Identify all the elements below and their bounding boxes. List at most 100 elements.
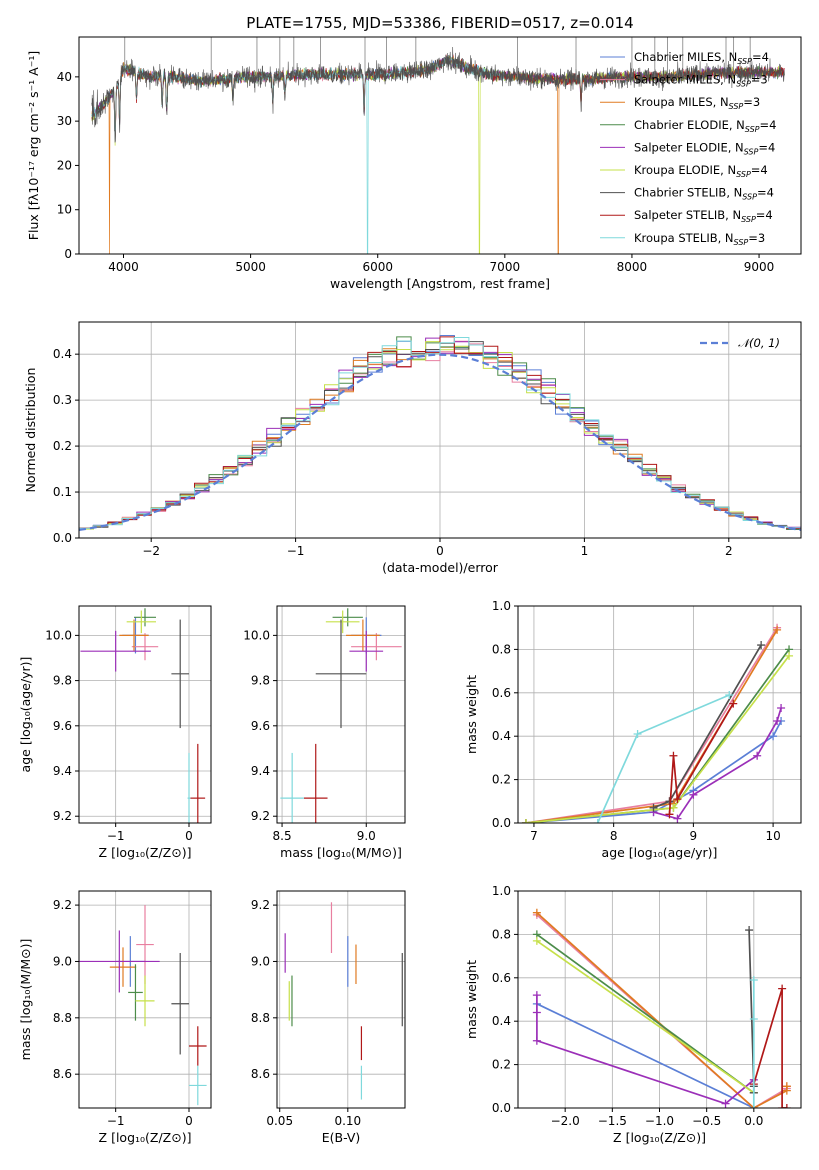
legend-label: Salpeter MILES, NSSP=3 [634, 73, 768, 89]
spectrum-data-line [91, 46, 785, 143]
y-axis-label: mass weight [464, 960, 479, 1039]
y-tick-label: 0.2 [53, 439, 72, 453]
mass-weight-marker [532, 908, 541, 917]
x-tick-label: −0.5 [692, 1114, 721, 1128]
legend-label: Chabrier ELODIE, NSSP=4 [634, 118, 776, 134]
x-tick-label: 8.5 [273, 829, 292, 843]
x-tick-label: 9000 [744, 260, 775, 274]
y-tick-label: 0.4 [492, 729, 511, 743]
y-tick-label: 9.4 [53, 764, 72, 778]
residuals-axes: −2 −1 0 1 2 0.0 0.1 0.2 0.3 0.4 (data-model)/error… [23, 321, 802, 575]
mass-weight-series [536, 933, 755, 1094]
x-tick-label: 9.0 [357, 829, 376, 843]
y-tick-label: 0.3 [53, 393, 72, 407]
legend-label: Salpeter ELODIE, NSSP=4 [634, 140, 775, 156]
errorbar-point [303, 743, 328, 823]
x-tick-label: 0 [185, 1114, 193, 1128]
y-tick-label: 20 [57, 158, 72, 172]
x-tick-label: 0.0 [744, 1114, 763, 1128]
errorbar-point [135, 975, 155, 1027]
axes-frame [78, 890, 212, 1109]
mass-weight-series [653, 644, 762, 809]
mass-weight-marker [689, 790, 698, 799]
y-axis-label: mass weight [464, 675, 479, 754]
spectrum-plot-area [91, 37, 785, 254]
y-tick-label: 0.2 [492, 773, 511, 787]
y-tick-label: 40 [57, 70, 72, 84]
weight_vs_Z-plot-area [532, 908, 791, 1108]
y-tick-label: 0.8 [492, 642, 511, 656]
y-tick-label: 8.8 [251, 1011, 270, 1025]
x-tick-label: 7 [530, 829, 538, 843]
mass-weight-series [525, 627, 778, 823]
errorbar-point [187, 752, 191, 823]
y-tick-label: 1.0 [492, 884, 511, 898]
x-tick-label: −1.5 [598, 1114, 627, 1128]
residual-histogram [79, 337, 801, 529]
mass-weight-marker [532, 1036, 541, 1045]
mass-weight-marker [753, 751, 762, 760]
x-axis-label: wavelength [Angstrom, rest frame] [330, 276, 550, 291]
mass-weight-marker [649, 803, 658, 812]
mass-weight-marker [593, 819, 602, 823]
y-tick-label: 8.6 [53, 1067, 72, 1081]
spectrum-legend: Chabrier MILES, NSSP=4 Salpeter MILES, NS… [600, 50, 776, 247]
mass-weight-marker [665, 810, 674, 819]
mass-weight-marker [532, 991, 541, 1000]
weight_vs_age-axes: 7 8 9 10 0.0 0.2 0.4 0.6 0.8 1.0 age [log₁₀(age/yr… [464, 599, 802, 860]
x-tick-label: 8 [610, 829, 618, 843]
errorbar-point [171, 619, 189, 729]
mass-weight-marker [721, 1099, 730, 1108]
y-tick-label: 9.0 [53, 954, 72, 968]
x-tick-label: 4000 [108, 260, 139, 274]
errorbar-point [79, 930, 160, 993]
age_vs_mass-plot-area [280, 608, 402, 823]
mass-weight-marker [785, 651, 794, 660]
errorbar-point [134, 608, 156, 627]
mass-weight-marker [532, 1008, 541, 1017]
y-tick-label: 0 [64, 247, 72, 261]
errorbar-point [131, 633, 159, 661]
x-axis-label: Z [log₁₀(Z/Z⊙)] [99, 1130, 192, 1145]
y-tick-label: 9.6 [251, 719, 270, 733]
x-tick-label: 9 [690, 829, 698, 843]
x-tick-label: 0.10 [334, 1114, 361, 1128]
y-tick-label: 0.2 [492, 1058, 511, 1072]
mass-weight-marker [777, 703, 786, 712]
mass-weight-marker [729, 699, 738, 708]
mass-weight-series [653, 707, 782, 820]
mass-weight-marker [633, 730, 642, 739]
normal-reference-curve [79, 353, 801, 531]
y-axis-label: Normed distribution [23, 368, 38, 493]
x-tick-label: −1 [287, 544, 305, 558]
y-tick-label: 9.6 [53, 719, 72, 733]
mass_vs_Z-plot-area [79, 905, 207, 1106]
errorbar-point [325, 610, 360, 634]
y-tick-label: 0.0 [492, 816, 511, 830]
x-axis-label: (data-model)/error [382, 560, 499, 575]
axes-frame [78, 36, 802, 255]
age_vs_mass-axes: 8.5 9.0 9.2 9.4 9.6 9.8 10.0 mass [log₁₀(M/M⊙)] [243, 605, 406, 860]
y-axis-label: Flux [fλ10⁻¹⁷ erg cm⁻² s⁻¹ A⁻¹] [26, 51, 41, 240]
legend-label: 𝒩(0, 1) [738, 336, 780, 350]
mass-weight-marker [773, 625, 782, 634]
y-tick-label: 8.8 [53, 1011, 72, 1025]
legend-label: Chabrier STELIB, NSSP=4 [634, 186, 774, 202]
axes-frame [78, 321, 802, 539]
mass_vs_Z-axes: −1 0 8.6 8.8 9.0 9.2 Z [log₁₀(Z/Z⊙)] mass [log₁… [18, 890, 212, 1145]
spectrum-model-line [91, 55, 505, 254]
x-tick-label: 6000 [362, 260, 393, 274]
mass-weight-marker [782, 1082, 791, 1091]
mass-weight-marker [749, 1104, 758, 1108]
errorbar-point [126, 610, 156, 634]
y-tick-label: 10 [57, 203, 72, 217]
errorbar-point [128, 964, 143, 1021]
mass-weight-series [668, 703, 734, 815]
mass-weight-marker [673, 795, 682, 804]
x-tick-label: −2 [142, 544, 160, 558]
mass-weight-series [536, 1003, 755, 1108]
mass-weight-marker [749, 1015, 758, 1024]
y-tick-label: 9.2 [53, 898, 72, 912]
y-tick-label: 0.0 [53, 531, 72, 545]
x-tick-label: 10 [765, 829, 780, 843]
